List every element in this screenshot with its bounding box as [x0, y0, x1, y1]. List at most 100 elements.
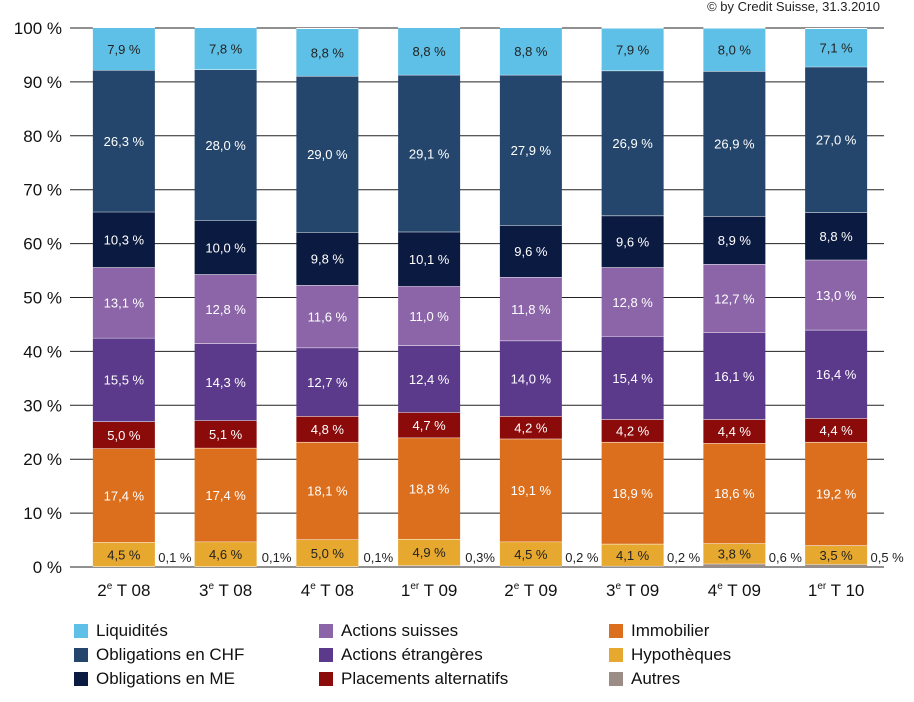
data-label: 5,1 % [209, 427, 243, 442]
data-label: 27,9 % [511, 143, 552, 158]
legend-label: Actions suisses [341, 621, 459, 640]
data-label: 29,0 % [307, 147, 348, 162]
bar-segment [703, 332, 766, 420]
legend-label: Hypothèques [631, 645, 732, 664]
bar-segment [499, 438, 562, 542]
legend-swatch [74, 648, 88, 662]
bar-segment [703, 264, 766, 333]
legend-label: Autres [631, 669, 681, 688]
bar-segment [398, 286, 461, 346]
bar-segment [194, 274, 257, 344]
data-label: 13,0 % [816, 288, 857, 303]
bar-segment [601, 419, 664, 442]
y-tick-label: 50 % [23, 289, 62, 308]
legend-item: Actions étrangères [319, 644, 483, 666]
x-tick-label: 1er T 09 [401, 581, 458, 600]
y-tick-label: 70 % [23, 181, 62, 200]
data-label: 9,6 % [514, 244, 548, 259]
legend-label: Placements alternatifs [341, 669, 509, 688]
bar-segment [296, 285, 359, 348]
legend-swatch [319, 648, 333, 662]
legend-item: Immobilier [609, 620, 709, 642]
data-label: 4,7 % [413, 418, 447, 433]
legend-label: Obligations en ME [96, 669, 235, 688]
x-tick-label: 1er T 10 [808, 581, 865, 600]
bar-segment [499, 541, 562, 566]
bar-segment [703, 543, 766, 564]
bar-segment [805, 259, 868, 330]
bar-segment [601, 215, 664, 268]
legend-label: Obligations en CHF [96, 645, 245, 664]
legend-swatch [74, 672, 88, 686]
bar-segment [194, 343, 257, 421]
bar-segment [499, 340, 562, 417]
bar-segment [601, 336, 664, 420]
y-tick-label: 10 % [23, 504, 62, 523]
bar-segment [805, 564, 868, 567]
copyright-note: © by Credit Suisse, 31.3.2010 [707, 0, 880, 14]
data-label: 0,3% [465, 550, 495, 565]
data-label: 4,2 % [616, 424, 650, 439]
bar-segment [398, 412, 461, 438]
data-label: 18,6 % [714, 486, 755, 501]
data-label: 4,2 % [514, 420, 548, 435]
bar-segment [601, 70, 664, 216]
data-label: 12,8 % [205, 302, 246, 317]
legend-item: Obligations en CHF [74, 644, 244, 666]
bar-segment [398, 538, 461, 566]
bar-segment [499, 416, 562, 439]
bar-segment [703, 419, 766, 444]
legend-item: Actions suisses [319, 620, 458, 642]
bar-segment [194, 541, 257, 567]
data-label: 19,1 % [511, 483, 552, 498]
data-label: 14,0 % [511, 371, 552, 386]
data-label: 12,4 % [409, 372, 450, 387]
data-label: 11,0 % [409, 309, 449, 324]
data-label: 8,8 % [311, 45, 345, 60]
bar-segment [398, 231, 461, 287]
bar-segment [499, 27, 562, 75]
data-label: 16,1 % [714, 369, 755, 384]
legend-swatch [319, 624, 333, 638]
data-label: 3,8 % [718, 547, 752, 562]
data-label: 8,8 % [413, 44, 447, 59]
data-label: 3,5 % [820, 548, 854, 563]
bar-segment [398, 437, 461, 539]
bar-segment [601, 543, 664, 566]
data-label: 0,1% [364, 550, 394, 565]
y-tick-label: 0 % [33, 558, 62, 577]
data-label: 9,8 % [311, 252, 345, 267]
data-label: 7,8 % [209, 41, 243, 56]
y-tick-label: 30 % [23, 396, 62, 415]
legend-label: Liquidités [96, 621, 168, 640]
bar-segment [398, 345, 461, 413]
x-tick-label: 3e T 08 [199, 581, 252, 600]
data-label: 4,4 % [718, 424, 752, 439]
bar-segment [805, 418, 868, 442]
bar-segment [398, 74, 461, 232]
bar-segment [805, 28, 868, 67]
bar-segment [194, 27, 257, 70]
data-label: 12,7 % [714, 291, 755, 306]
stacked-bar-chart: © by Credit Suisse, 31.3.2010 0 % 10 % 20 … [14, 0, 905, 600]
data-label: 0,5 % [871, 550, 905, 565]
data-label: 10,1 % [409, 252, 450, 267]
data-label: 10,3 % [104, 233, 145, 248]
bar-segment [499, 74, 562, 226]
data-label: 14,3 % [205, 375, 246, 390]
bar-segment [92, 421, 155, 449]
y-tick-label: 90 % [23, 73, 62, 92]
x-tick-label: 3e T 09 [606, 581, 659, 600]
data-label: 18,8 % [409, 481, 450, 496]
data-label: 13,1 % [104, 296, 145, 311]
bar-segment [805, 329, 868, 419]
bar-segment [601, 441, 664, 544]
legend-item: Obligations en ME [74, 668, 235, 690]
y-tick-label: 60 % [23, 235, 62, 254]
bar-segment [296, 232, 359, 286]
y-tick-label: 20 % [23, 450, 62, 469]
x-tick-label: 4e T 08 [301, 581, 354, 600]
data-label: 15,5 % [104, 373, 145, 388]
bar-segment [703, 28, 766, 72]
